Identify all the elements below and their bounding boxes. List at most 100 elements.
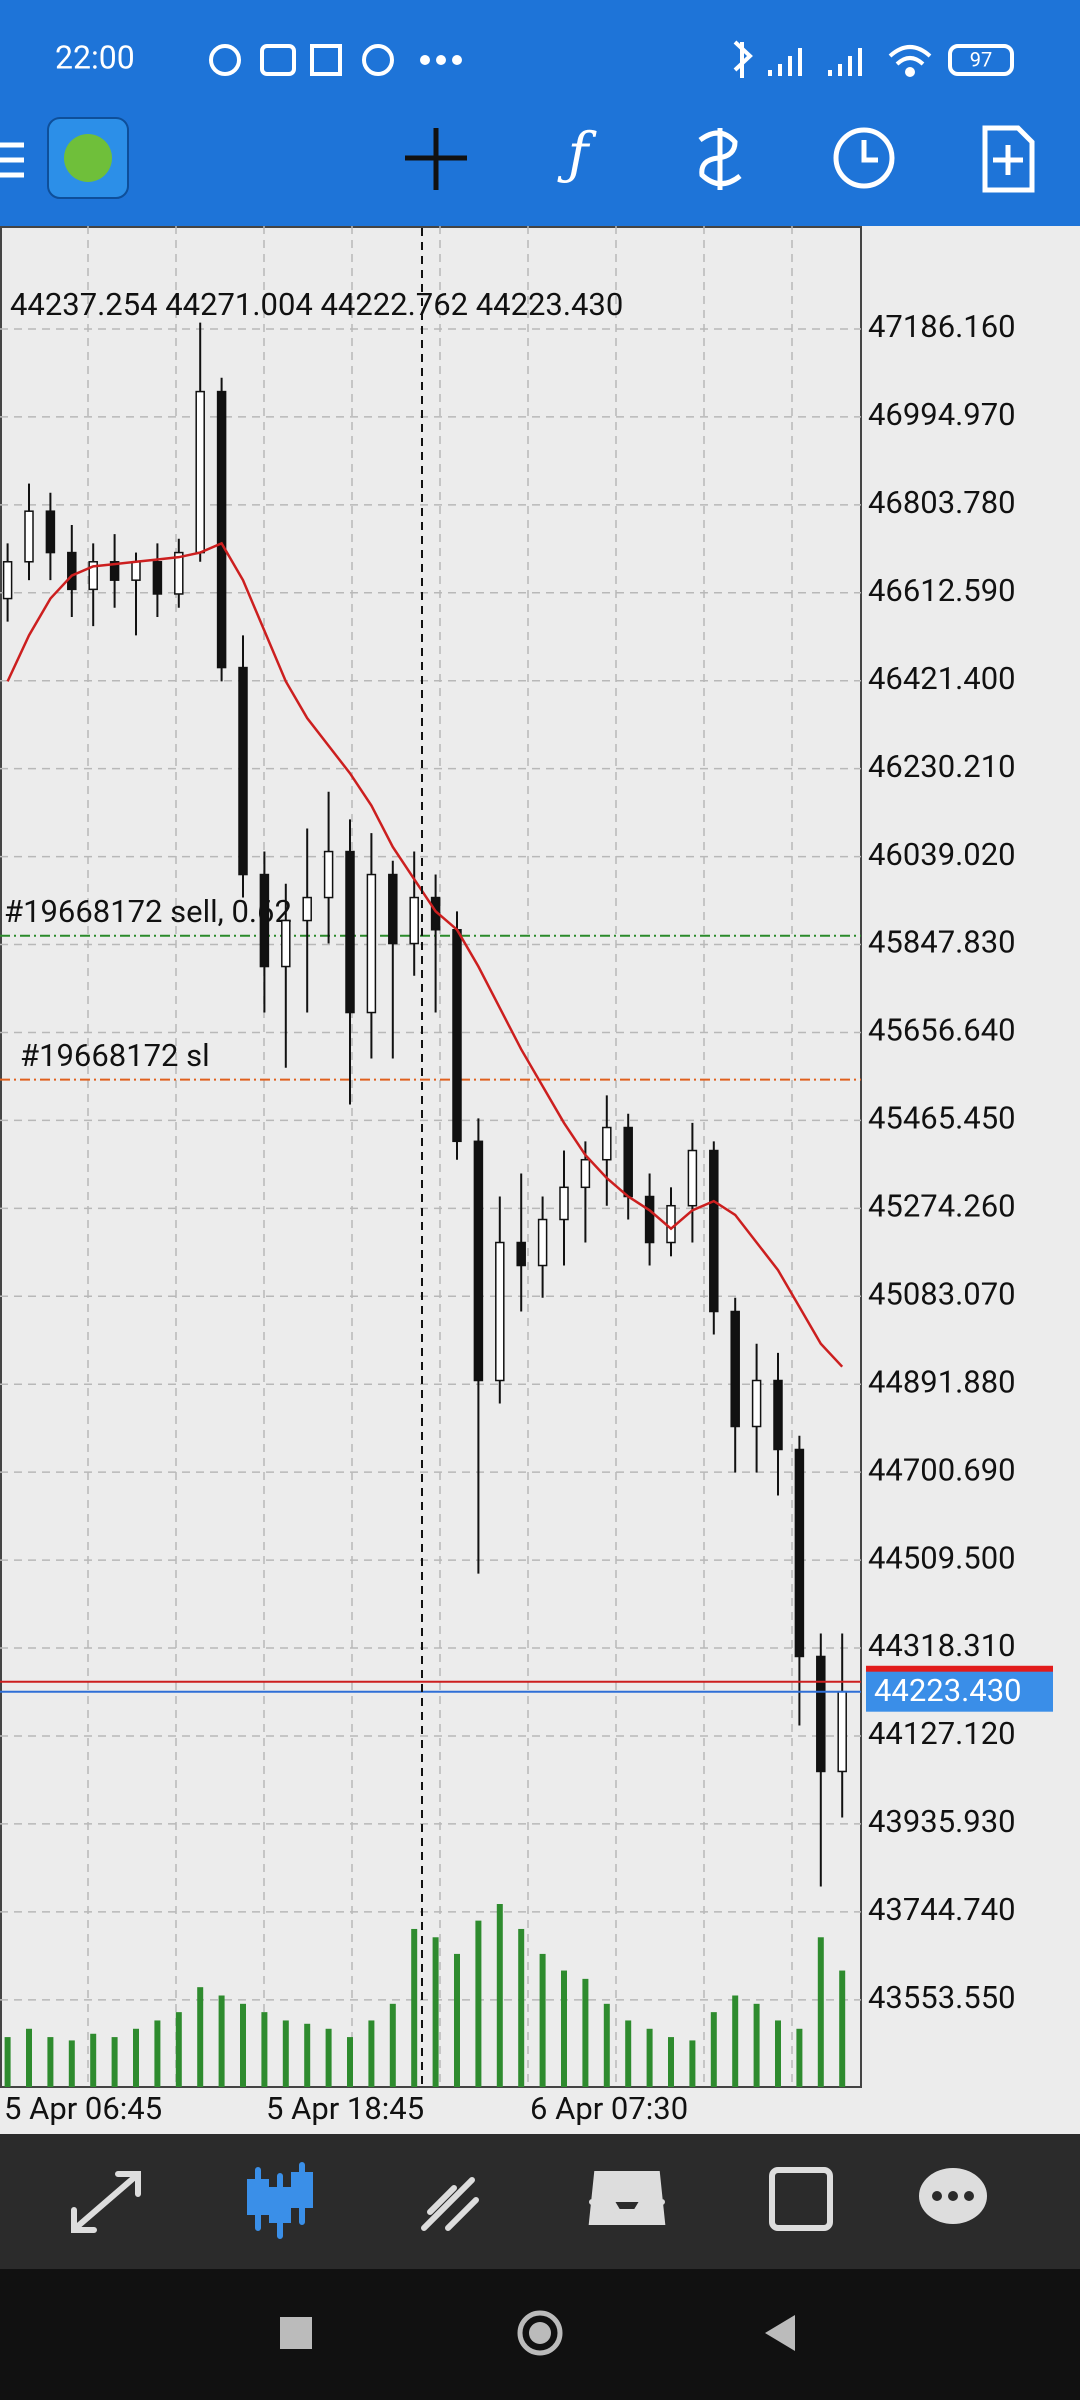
timeframe-button[interactable] — [833, 127, 895, 189]
trade-button[interactable] — [698, 128, 742, 190]
chart-background — [0, 226, 1080, 2134]
order-label: #19668172 sell, 0.62 — [4, 893, 292, 930]
candle-body — [174, 551, 184, 595]
volume-bar — [496, 1904, 503, 2087]
candle-body — [687, 1149, 698, 1207]
y-tick-label: 45274.260 — [868, 1188, 1016, 1225]
candle-body — [2, 561, 13, 600]
history-tab[interactable] — [588, 2171, 666, 2225]
candle-body — [452, 928, 462, 1143]
candle-body — [302, 896, 312, 922]
x-tick-label: 5 Apr 06:45 — [4, 2090, 162, 2127]
y-tick-label: 44318.310 — [868, 1627, 1016, 1664]
moving-average — [6, 541, 844, 1368]
candle-body — [195, 390, 205, 554]
candle-body — [559, 1186, 569, 1221]
candle-body — [837, 1690, 847, 1773]
candle-body — [495, 1241, 505, 1382]
candle-body — [666, 1204, 676, 1244]
y-tick-label: 46612.590 — [868, 572, 1016, 609]
volume-bar — [710, 2012, 717, 2087]
candle-body — [345, 850, 355, 1014]
volume-bar — [282, 2020, 289, 2087]
candle-body — [773, 1379, 783, 1451]
y-tick-label: 44509.500 — [868, 1539, 1016, 1576]
candle-body — [644, 1195, 655, 1244]
status-time: 22:00 — [55, 38, 135, 76]
battery-level: 97 — [970, 47, 992, 71]
news-tab[interactable] — [769, 2167, 833, 2231]
volume-bar — [732, 1995, 739, 2087]
volume-bar — [432, 1937, 439, 2087]
candle-body — [473, 1140, 484, 1382]
candle-body — [131, 561, 141, 581]
y-tick-label: 43744.740 — [868, 1891, 1016, 1928]
volume-bar — [603, 2003, 610, 2087]
nav-recents[interactable] — [280, 2317, 312, 2349]
volume-bar — [625, 2020, 632, 2087]
volume-bar — [175, 2012, 182, 2087]
volume-bar — [753, 2003, 760, 2087]
candle-body — [751, 1379, 762, 1428]
candle-body — [152, 561, 163, 595]
candle-body — [45, 510, 56, 554]
volume-bar — [68, 2040, 75, 2087]
volume-bar — [90, 2033, 97, 2087]
objects-button[interactable] — [982, 125, 1035, 193]
candle-body — [259, 873, 270, 968]
volume-bar — [539, 1953, 546, 2087]
candle-body — [366, 873, 377, 1014]
candle-body — [216, 390, 227, 669]
candle-body — [709, 1149, 719, 1313]
candle-body — [602, 1126, 612, 1161]
volume-bar — [389, 2003, 396, 2087]
volume-bar — [261, 2012, 268, 2087]
quotes-tab[interactable] — [71, 2171, 141, 2233]
y-tick-label: 43553.550 — [868, 1979, 1016, 2016]
bid-label: 44223.430 — [874, 1672, 1022, 1709]
volume-bar — [775, 2020, 781, 2087]
y-tick-label: 44700.690 — [868, 1451, 1016, 1488]
crosshair-button[interactable] — [405, 128, 467, 190]
y-tick-label: 46803.780 — [868, 484, 1016, 521]
volume-bar — [689, 2040, 696, 2087]
candle-body — [730, 1310, 740, 1428]
volume-bar — [475, 1920, 482, 2087]
menu-button[interactable] — [0, 142, 24, 178]
volume-bar — [26, 2028, 32, 2087]
candle-body — [109, 561, 120, 581]
y-tick-label: 45656.640 — [868, 1012, 1016, 1049]
volume-bar — [347, 2037, 353, 2087]
trade-tab[interactable] — [421, 2177, 479, 2231]
volume-bar — [240, 2003, 246, 2087]
x-tick-label: 6 Apr 07:30 — [530, 2090, 688, 2127]
volume-bar — [4, 2037, 11, 2087]
y-tick-label: 46421.400 — [868, 660, 1016, 697]
candle-body — [281, 919, 291, 968]
y-tick-label: 47186.160 — [868, 308, 1016, 345]
y-tick-label: 45847.830 — [868, 924, 1016, 961]
volume-bar — [668, 2037, 674, 2087]
volume-bar — [646, 2028, 653, 2087]
nav-back[interactable] — [765, 2315, 795, 2351]
y-tick-label: 45465.450 — [868, 1100, 1016, 1137]
volume-bar — [218, 1995, 225, 2087]
volume-bar — [582, 1978, 589, 2087]
candle-body — [88, 561, 98, 591]
volume-bar — [518, 1928, 525, 2087]
nav-home[interactable] — [517, 2310, 563, 2356]
volume-bar — [561, 1970, 567, 2087]
app-logo — [64, 134, 112, 182]
volume-bar — [411, 1928, 418, 2087]
y-tick-label: 46039.020 — [868, 836, 1016, 873]
candle-body — [794, 1448, 805, 1658]
status-icons — [209, 40, 1014, 78]
top-bar — [0, 0, 1080, 226]
candle-body — [388, 873, 398, 945]
volume-bar — [304, 2023, 311, 2087]
candle-body — [67, 551, 77, 591]
chart-tab[interactable] — [247, 2162, 313, 2239]
volume-bar — [197, 1987, 204, 2087]
candle-body — [323, 850, 334, 899]
